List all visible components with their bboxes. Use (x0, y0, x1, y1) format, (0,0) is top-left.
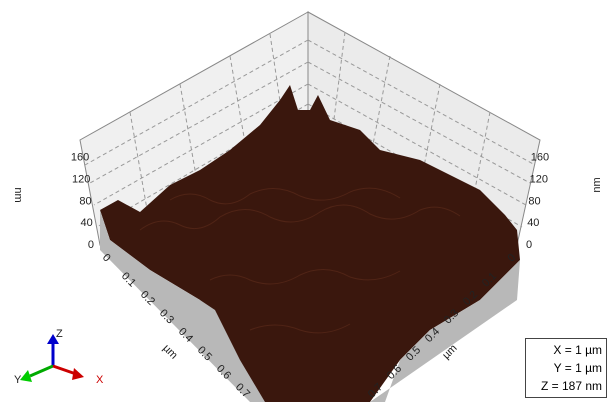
info-line: Y = 1 µm (553, 361, 602, 375)
z-tick-label-left: 0 (88, 239, 94, 251)
triad: Z Y X (14, 328, 104, 386)
surface-texture (139, 187, 461, 334)
triad-x: X (96, 374, 104, 386)
z-unit-left: nm (12, 187, 24, 202)
x-tick-label: 0.8 (252, 400, 271, 402)
z-tick-label-right: 0 (526, 239, 532, 251)
x-unit: µm (160, 342, 179, 361)
cut-face-right (370, 260, 520, 402)
surface (100, 85, 520, 402)
z-tick-label-right: 80 (528, 195, 540, 207)
z-tick-label-left: 160 (71, 152, 89, 164)
info-line: Z = 187 nm (540, 379, 602, 393)
z-tick-label-left: 40 (81, 217, 93, 229)
y-tick-label: 0.8 (347, 400, 366, 402)
z-unit-right: nm (591, 177, 603, 192)
info-line: X = 1 µm (553, 343, 602, 357)
z-tick-label-right: 40 (527, 217, 539, 229)
triad-z: Z (56, 328, 63, 340)
z-tick-label-right: 120 (530, 174, 548, 186)
z-tick-label-left: 120 (72, 174, 90, 186)
z-tick-label-left: 80 (79, 195, 91, 207)
cut-face-left (100, 210, 265, 402)
info-box: X = 1 µm Y = 1 µm Z = 187 nm (525, 338, 607, 398)
triad-y: Y (14, 374, 22, 386)
z-tick-label-right: 160 (531, 152, 549, 164)
